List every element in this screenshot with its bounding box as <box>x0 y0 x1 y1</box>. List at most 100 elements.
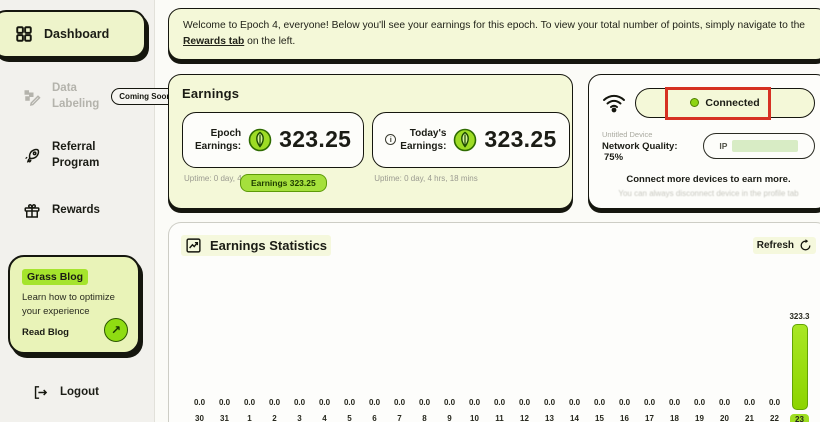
sidebar-item-label: Dashboard <box>44 27 110 41</box>
bar-value-label: 0.0 <box>593 397 606 407</box>
refresh-icon <box>799 239 812 252</box>
chart-trend-icon <box>185 237 202 254</box>
device-panel: Connected Untitled Device Network Qualit… <box>588 73 820 209</box>
stats-title: Earnings Statistics <box>210 237 328 253</box>
chart-column: 0.0 <box>187 398 212 410</box>
sidebar-item-referral-program[interactable]: Referral Program <box>0 129 146 182</box>
chart-bars: 0.0 0.0 0.0 0.0 0.0 0.0 0.0 0.0 0.0 0.0 0.0 0.0 0.0 0… <box>181 282 816 410</box>
connection-status-button[interactable]: Connected <box>635 87 815 118</box>
bar-value-label: 0.0 <box>743 397 756 407</box>
x-axis-label: 16Apr <box>620 413 629 422</box>
earnings-title: Earnings <box>182 85 240 101</box>
earnings-statistics-panel: Earnings Statistics Refresh 0.0 0.0 0.0 0.0… <box>168 221 820 422</box>
info-icon[interactable]: i <box>385 134 397 146</box>
connection-status-label: Connected <box>705 96 760 109</box>
x-axis-label: 18Apr <box>670 413 679 422</box>
chart-column: 0.0 <box>337 398 362 410</box>
x-axis-label: 10Apr <box>470 413 479 422</box>
x-axis-label: 5Apr <box>347 413 352 422</box>
chart-column: 0.0 <box>637 398 662 410</box>
chart-column: 0.0 <box>612 398 637 410</box>
earnings-tooltip: Earnings 323.25 <box>240 173 327 192</box>
bar-value-label: 0.0 <box>218 397 231 407</box>
epoch-uptime: Uptime: 0 day, 4 hrs, 18 mins <box>184 173 288 183</box>
bar-value-label: 0.0 <box>468 397 481 407</box>
sidebar-item-rewards[interactable]: Rewards <box>0 190 146 232</box>
todays-earnings-card: i Today's Earnings: 323.25 Uptime: 0 day… <box>372 111 570 183</box>
ip-button[interactable]: IP <box>702 133 815 160</box>
bar-value-label: 0.0 <box>443 397 456 407</box>
logout-label: Logout <box>60 386 99 398</box>
disconnect-note: You can always disconnect device in the … <box>618 188 799 198</box>
chart-column: 0.0 <box>687 398 712 410</box>
x-axis-label: 19Apr <box>695 413 704 422</box>
chart-column: 0.0 <box>262 398 287 410</box>
todays-earnings-value: 323.25 <box>484 126 557 153</box>
bar-value-label: 0.0 <box>543 397 556 407</box>
x-axis-label: 8Apr <box>422 413 427 422</box>
x-axis-label: 17Apr <box>645 413 654 422</box>
bar-value-label: 0.0 <box>768 397 781 407</box>
ip-label: IP <box>719 141 728 152</box>
sidebar-item-label: Referral Program <box>52 141 100 169</box>
epoch-earnings-label: Epoch Earnings: <box>195 127 242 152</box>
arrow-up-right-icon: ↗ <box>110 323 122 337</box>
bar-value-label: 0.0 <box>643 397 656 407</box>
bar-value-label: 0.0 <box>618 397 631 407</box>
chart-column: 0.0 <box>562 398 587 410</box>
x-axis-label: 11Apr <box>495 413 504 422</box>
x-axis-label: 12Apr <box>520 413 529 422</box>
epoch-earnings-value: 323.25 <box>279 126 352 153</box>
refresh-button[interactable]: Refresh <box>752 236 816 254</box>
x-axis-label: 2Apr <box>272 413 277 422</box>
chart-column: 0.0 <box>537 398 562 410</box>
bar-value-label: 0.0 <box>393 397 406 407</box>
bar-value-label: 0.0 <box>343 397 356 407</box>
rewards-tab-link[interactable]: Rewards tab <box>183 35 245 47</box>
bar-value-label: 0.0 <box>518 397 531 407</box>
network-quality-value: 75% <box>604 151 624 163</box>
blog-arrow-button[interactable]: ↗ <box>104 318 128 342</box>
grass-blog-card[interactable]: Grass Blog Learn how to optimize your ex… <box>8 255 140 354</box>
chart-column: 0.0 <box>312 398 337 410</box>
x-axis-label: 7Apr <box>397 413 402 422</box>
logout-button[interactable]: Logout <box>0 368 146 408</box>
main-content: Welcome to Epoch 4, everyone! Below you'… <box>155 0 820 422</box>
x-axis-label: 23Apr <box>787 413 812 422</box>
chart-column: 0.0 <box>712 398 737 410</box>
x-axis-label: 31Mar <box>220 413 229 422</box>
bar-value-label: 0.0 <box>493 397 506 407</box>
sidebar-item-dashboard[interactable]: Dashboard <box>0 10 146 58</box>
bar-value-label: 0.0 <box>268 397 281 407</box>
bar-value-label: 0.0 <box>418 397 431 407</box>
chart-column: 0.0 <box>237 398 262 410</box>
wifi-icon <box>602 93 626 113</box>
chart-column: 0.0 <box>362 398 387 410</box>
logout-icon <box>30 382 50 402</box>
refresh-label: Refresh <box>756 239 794 251</box>
x-axis-label: 3Apr <box>297 413 302 422</box>
chart-dates: 30Mar 31Mar 1Apr 2Apr 3Apr 4Apr 5Apr 6Apr 7Apr 8A… <box>181 413 816 422</box>
earnings-panel: Earnings Epoch Earnings: 323.25 Earnings… <box>168 73 573 209</box>
x-axis-label: 4Apr <box>322 413 327 422</box>
x-axis-label: 30Mar <box>195 413 204 422</box>
chart-bar <box>791 323 808 410</box>
todays-earnings-label: Today's Earnings: <box>400 127 447 152</box>
chart-column: 0.0 <box>487 398 512 410</box>
sidebar-item-label: Data Labeling <box>52 82 100 110</box>
chart-column: 0.0 <box>287 398 312 410</box>
x-axis-label: 20Apr <box>720 413 729 422</box>
read-blog-link[interactable]: Read Blog <box>22 327 69 338</box>
chart-column: 0.0 <box>387 398 412 410</box>
rocket-icon <box>22 146 42 166</box>
banner-text: Welcome to Epoch 4, everyone! Below you'… <box>183 20 806 31</box>
dashboard-grid-icon <box>14 24 34 44</box>
gift-icon <box>22 201 42 221</box>
grass-leaf-icon <box>454 128 477 152</box>
network-quality: Network Quality: 75% <box>602 141 695 163</box>
chart-column: 0.0 <box>412 398 437 410</box>
connect-more-cta: Connect more devices to earn more. <box>626 173 791 185</box>
bar-value-label: 0.0 <box>568 397 581 407</box>
bar-value-label: 0.0 <box>193 397 206 407</box>
sidebar-item-data-labeling[interactable]: Data Labeling Coming Soon <box>0 70 180 123</box>
